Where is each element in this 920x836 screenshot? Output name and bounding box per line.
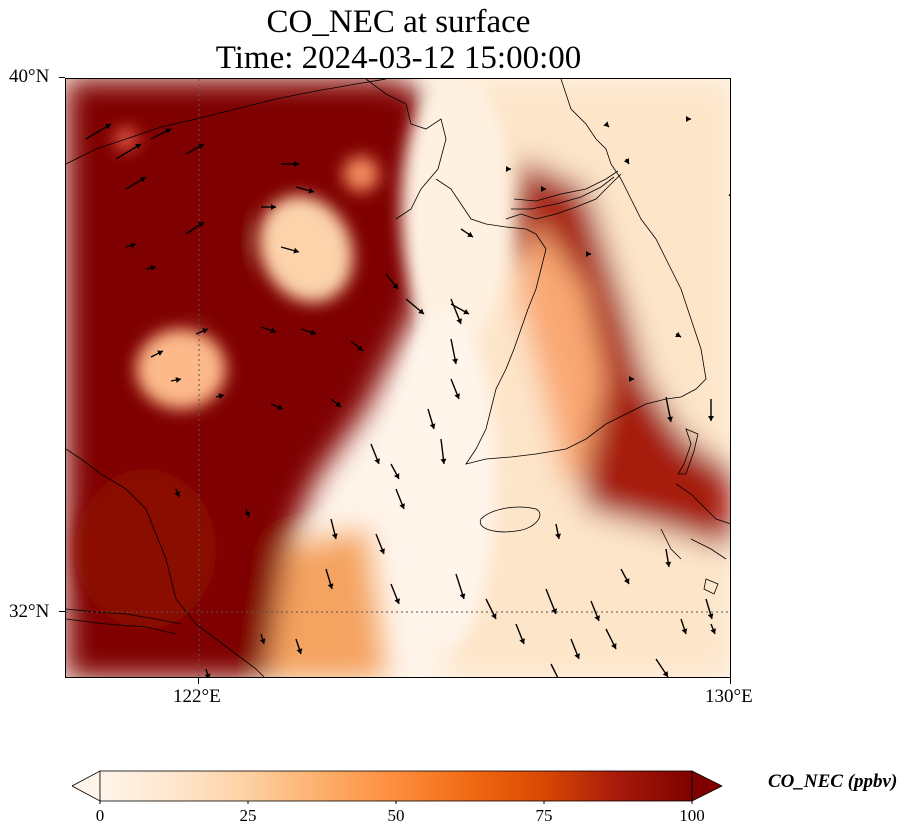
wind-arrow-head <box>394 598 400 604</box>
wind-arrow-head <box>259 638 266 644</box>
coastlines <box>66 79 730 677</box>
wind-arrow-head <box>675 331 681 337</box>
wind-arrow-head <box>629 376 634 382</box>
wind-arrow-head <box>130 242 136 249</box>
wind-arrow-head <box>665 561 672 567</box>
wind-arrow-head <box>710 628 716 634</box>
colorbar-tick-100: 100 <box>679 806 705 825</box>
wind-arrow-head <box>418 308 424 314</box>
wind-arrow-head <box>331 533 338 539</box>
lat-label-40n: 40°N <box>9 66 50 87</box>
wind-arrow-head <box>394 473 400 479</box>
wind-arrow-head <box>270 327 276 334</box>
wind-arrow-head <box>467 231 473 237</box>
wind-arrow-head <box>574 653 580 659</box>
wind-arrow-head <box>293 247 299 254</box>
lon-tick-130e <box>730 678 731 684</box>
lon-label-130e: 130°E <box>705 686 753 707</box>
colorbar-tick-50: 50 <box>387 806 405 825</box>
wind-arrow-head <box>506 166 511 172</box>
wind-arrow-head <box>667 416 673 422</box>
wind-arrow-head <box>374 458 380 464</box>
wind-arrow-head <box>708 416 714 421</box>
colorbar-title: CO_NEC (ppbv) <box>768 771 898 792</box>
wind-arrow-head <box>174 491 181 497</box>
wind-arrow-head <box>175 377 181 383</box>
wind-arrow-head <box>728 193 730 196</box>
wind-arrow <box>550 663 559 677</box>
wind-arrow-head <box>157 350 163 356</box>
gridlines <box>66 79 730 677</box>
lat-label-32n: 32°N <box>9 601 50 622</box>
lon-tick-122e <box>198 678 199 684</box>
wind-arrow-head <box>310 329 316 336</box>
wind-arrow-head <box>459 593 466 599</box>
wind-arrow-head <box>594 615 600 621</box>
wind-arrow-head <box>662 671 668 677</box>
wind-arrow-head <box>440 458 447 464</box>
wind-arrow-head <box>165 128 171 134</box>
wind-arrow-head <box>335 401 341 407</box>
colorbar-extend-low <box>72 770 101 802</box>
field-highlights <box>76 79 511 649</box>
wind-arrow-head <box>218 393 224 400</box>
wind-arrow-head <box>399 503 405 509</box>
wind-arrow-head <box>463 308 469 315</box>
colorbar-tick-25: 25 <box>239 806 257 825</box>
colorbar-extend-high <box>691 770 723 802</box>
map-time-subtitle: Time: 2024-03-12 15:00:00 <box>215 40 582 76</box>
wind-arrow-head <box>198 143 204 150</box>
map-plot-area[interactable] <box>65 78 731 678</box>
wind-arrow-head <box>244 511 251 517</box>
colorbar-gradient <box>100 771 692 801</box>
wind-arrow-head <box>296 648 303 654</box>
wind-arrow-head <box>105 124 111 130</box>
wind-arrow-head <box>271 204 276 210</box>
wind-arrow-head <box>308 187 314 194</box>
wind-arrow-head <box>392 283 398 289</box>
wind-arrow-head <box>204 673 211 677</box>
wind-arrow-head <box>681 628 688 634</box>
wind-vectors <box>85 116 730 677</box>
wind-arrow-head <box>551 608 557 614</box>
wind-arrow-head <box>357 345 363 351</box>
lat-tick-40n <box>59 77 65 78</box>
concentration-field <box>66 79 730 677</box>
wind-arrow-head <box>140 177 146 183</box>
colorbar <box>72 770 723 804</box>
wind-arrow-head <box>586 251 591 257</box>
wind-arrow-head <box>379 548 385 554</box>
colorbar-tick-0: 0 <box>95 806 105 825</box>
wind-arrow-head <box>277 404 283 410</box>
lat-tick-32n <box>59 611 65 612</box>
wind-arrow-head <box>135 144 141 150</box>
wind-arrow-head <box>456 318 462 324</box>
wind-arrow-head <box>555 533 561 539</box>
colorbar-tick-75: 75 <box>535 806 553 825</box>
wind-arrow <box>205 668 210 677</box>
wind-arrow-head <box>452 358 458 364</box>
map-title: CO_NEC at surface <box>266 4 531 40</box>
wind-arrow-head <box>603 121 609 127</box>
wind-arrow-head <box>327 583 334 589</box>
wind-arrow-head <box>454 393 460 399</box>
wind-arrow-head <box>294 161 299 167</box>
wind-arrow-head <box>491 613 497 619</box>
wind-arrow-head <box>707 613 714 619</box>
wind-arrow-head <box>519 638 525 644</box>
wind-arrow-head <box>611 643 617 649</box>
wind-arrow-head <box>429 423 436 429</box>
wind-arrow-head <box>198 222 204 228</box>
lon-label-122e: 122°E <box>173 686 221 707</box>
wind-arrow-head <box>541 186 546 192</box>
wind-arrow-head <box>686 116 691 122</box>
wind-arrow-head <box>623 158 629 164</box>
wind-arrow-head <box>150 265 156 271</box>
wind-arrow-head <box>202 328 208 334</box>
wind-arrow-head <box>624 578 630 584</box>
